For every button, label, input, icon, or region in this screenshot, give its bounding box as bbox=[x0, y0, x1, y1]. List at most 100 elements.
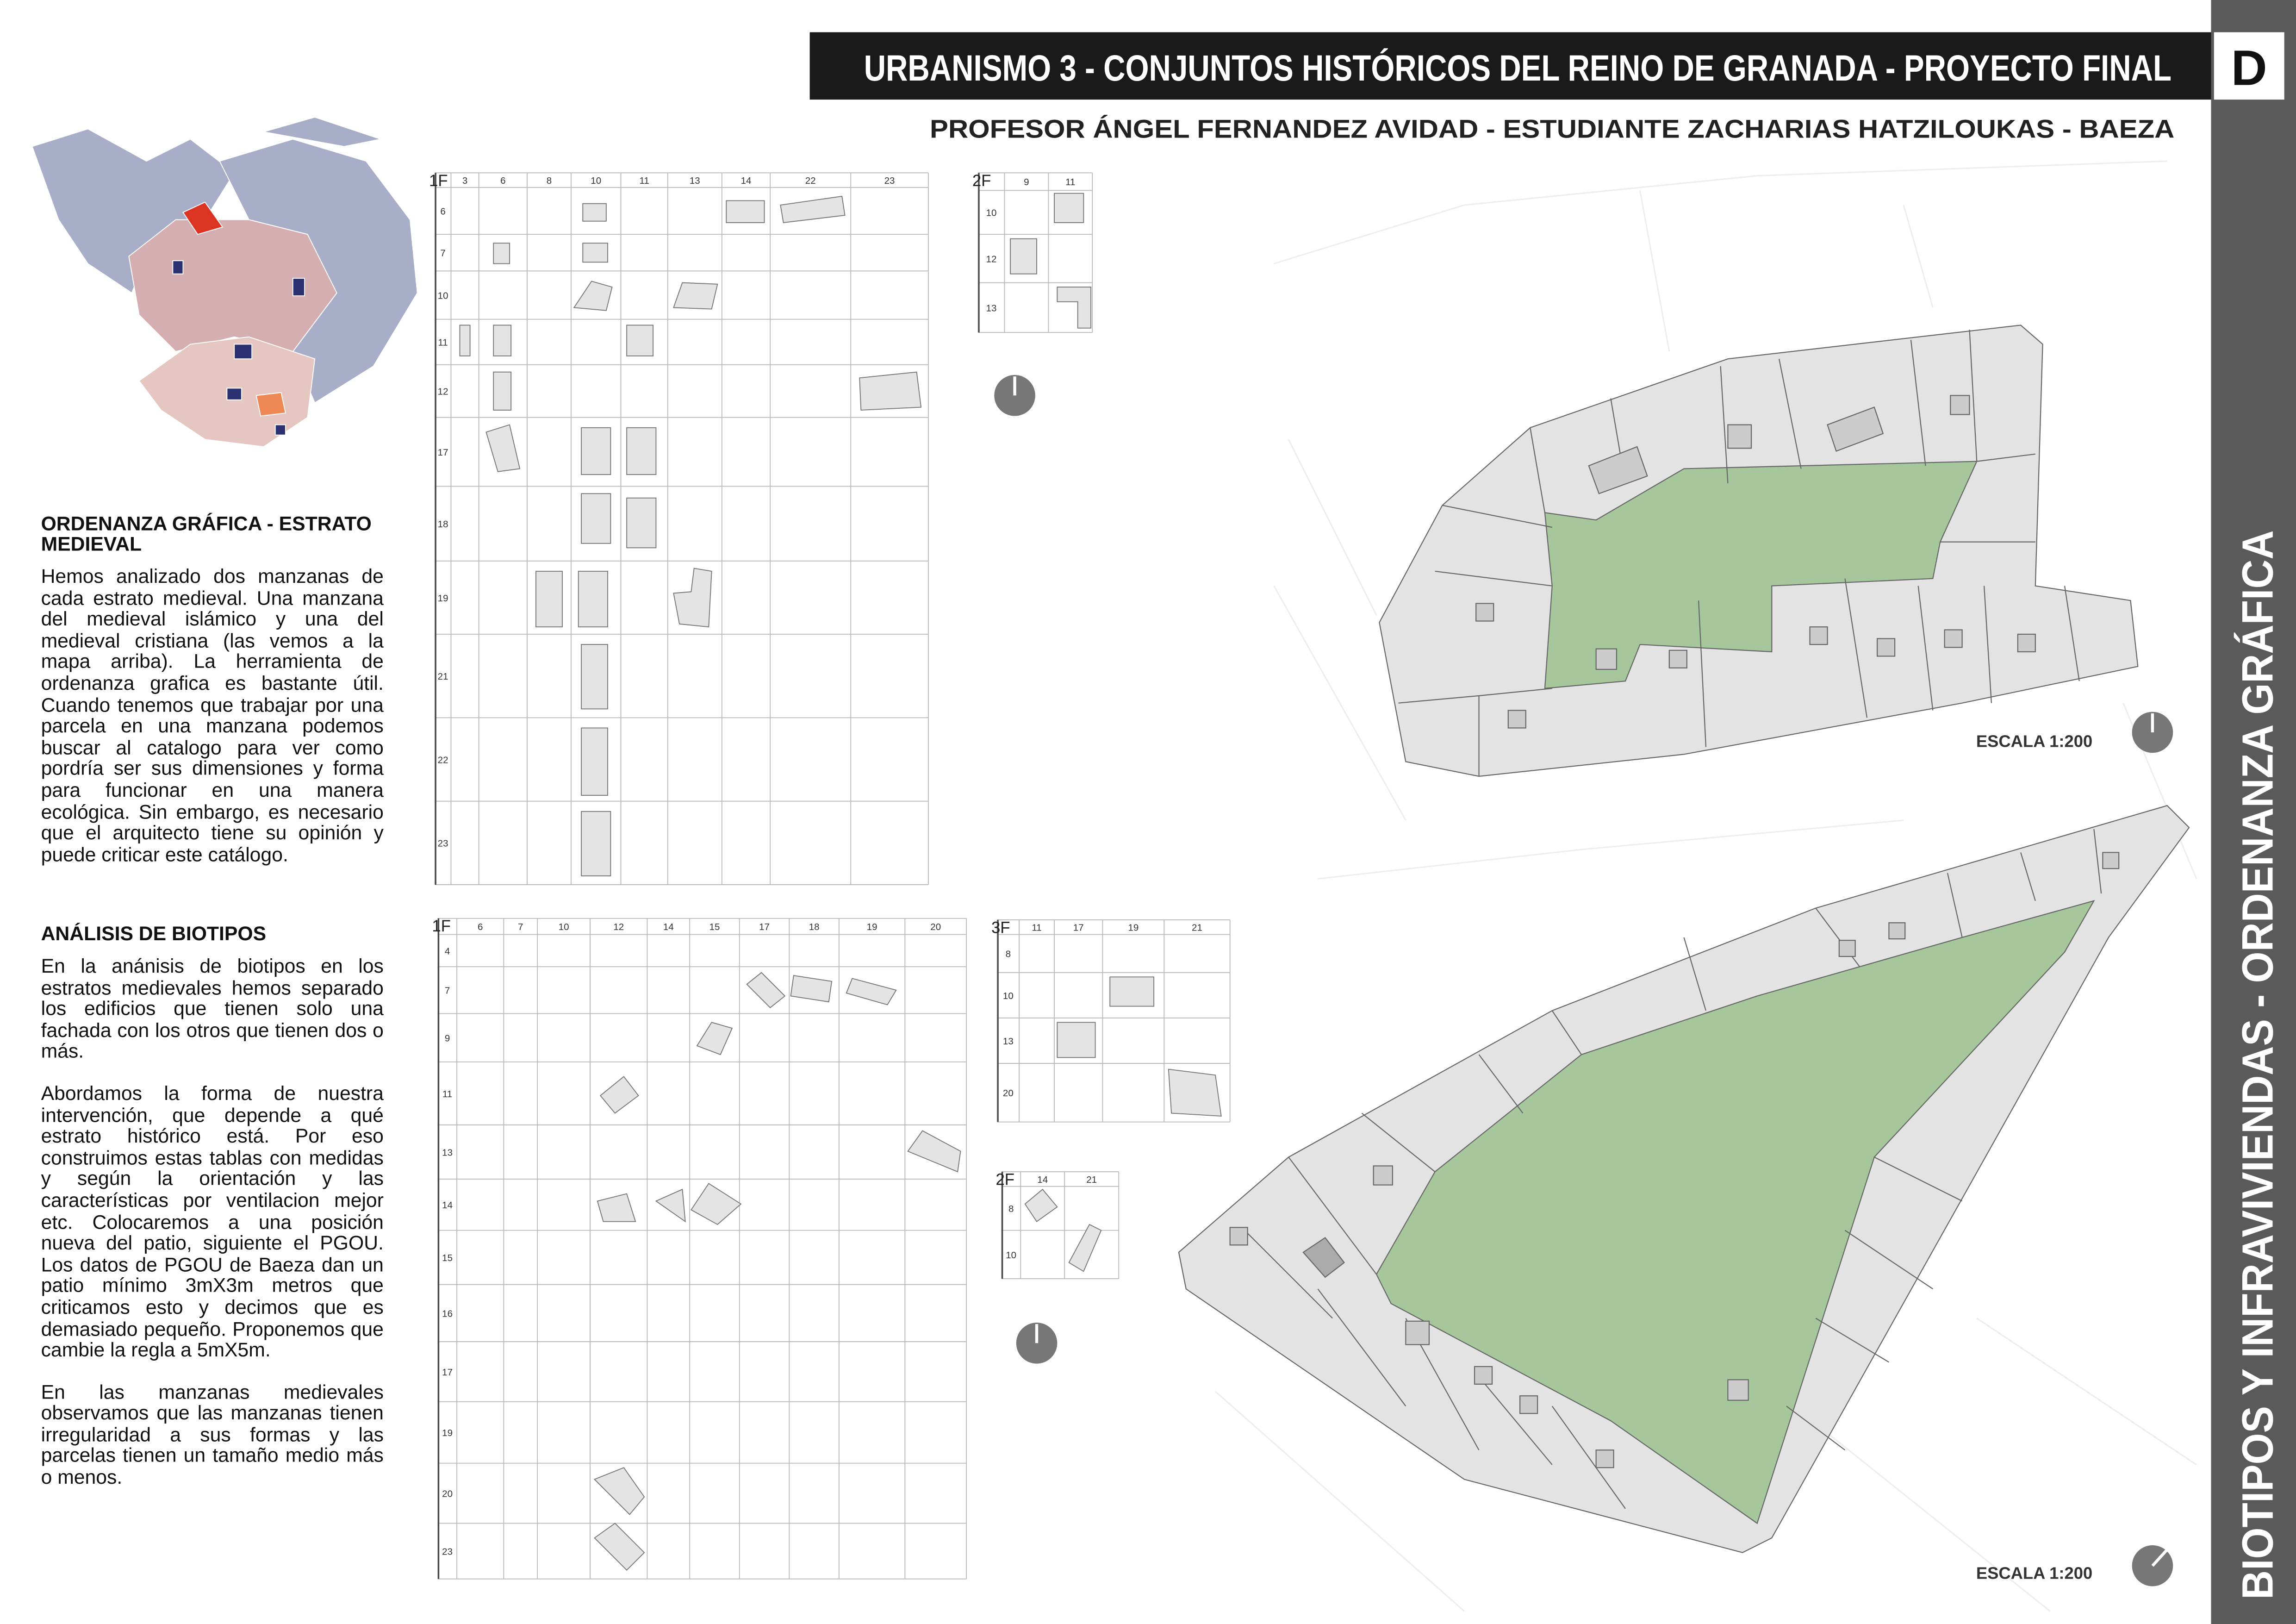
column-label: 19 bbox=[867, 922, 877, 932]
column-label: 14 bbox=[1037, 1174, 1048, 1185]
row-label: 20 bbox=[442, 1489, 453, 1499]
column-label: 3 bbox=[462, 175, 467, 186]
row-label: 19 bbox=[442, 1428, 453, 1438]
plot bbox=[907, 1130, 961, 1173]
plot bbox=[535, 570, 563, 628]
plot bbox=[746, 972, 786, 1009]
title: URBANISMO 3 - CONJUNTOS HISTÓRICOS DEL R… bbox=[864, 47, 2172, 88]
plot bbox=[780, 195, 846, 223]
row-label: 13 bbox=[1003, 1036, 1014, 1047]
patio bbox=[1809, 626, 1828, 645]
plot bbox=[846, 978, 897, 1006]
plot bbox=[573, 281, 613, 311]
row-label: 13 bbox=[442, 1147, 453, 1158]
parcel-lines bbox=[1244, 829, 2102, 1509]
plot bbox=[1054, 193, 1084, 223]
column-label: 10 bbox=[591, 175, 601, 186]
patio bbox=[1373, 1165, 1393, 1186]
map-building bbox=[226, 387, 242, 400]
patio bbox=[2017, 633, 2036, 653]
plot bbox=[626, 497, 657, 549]
paragraph: Abordamos la forma de nuestra intervenci… bbox=[41, 1082, 384, 1361]
patio bbox=[1668, 650, 1687, 668]
patio bbox=[1888, 922, 1906, 940]
text-section: ANÁLISIS DE BIOTIPOS En la anánisis de b… bbox=[41, 924, 384, 1509]
column-label: 23 bbox=[884, 175, 895, 186]
courtyard bbox=[1375, 900, 2095, 1524]
row-label: 11 bbox=[438, 337, 448, 348]
column-label: 6 bbox=[500, 175, 505, 186]
row-label: 18 bbox=[438, 519, 448, 530]
paragraph: En las manzanas medievales observamos qu… bbox=[41, 1380, 384, 1488]
column-label: 14 bbox=[663, 922, 674, 932]
row-label: 10 bbox=[438, 290, 448, 301]
column-label: 8 bbox=[547, 175, 552, 186]
north-arrow bbox=[2132, 712, 2173, 753]
column-label: 11 bbox=[639, 175, 649, 186]
column-label: 21 bbox=[1086, 1174, 1097, 1185]
row-label: 22 bbox=[438, 755, 448, 765]
table-label: 2F bbox=[996, 1171, 1014, 1189]
patio bbox=[1588, 446, 1648, 494]
column-label: 11 bbox=[1065, 177, 1075, 187]
row-label: 11 bbox=[442, 1089, 452, 1099]
row-label: 17 bbox=[438, 447, 448, 458]
city-map bbox=[31, 117, 418, 447]
plot bbox=[593, 1467, 645, 1515]
plot bbox=[626, 325, 654, 356]
row-label: 12 bbox=[438, 387, 448, 397]
patio bbox=[1595, 1449, 1614, 1468]
row-label: 17 bbox=[442, 1367, 453, 1378]
table-label: 3F bbox=[991, 918, 1010, 937]
patios bbox=[1475, 395, 2036, 729]
patio bbox=[1944, 629, 1963, 648]
plot bbox=[581, 427, 611, 475]
side-bar bbox=[2211, 0, 2296, 1624]
plot bbox=[859, 371, 922, 411]
plot bbox=[726, 200, 765, 223]
paragraph: Hemos analizado dos manzanas de cada est… bbox=[41, 565, 384, 865]
plot bbox=[1057, 1022, 1096, 1058]
plot bbox=[1057, 287, 1092, 329]
column-label: 15 bbox=[709, 922, 720, 932]
row-label: 14 bbox=[442, 1200, 453, 1211]
row-label: 23 bbox=[442, 1546, 453, 1557]
map-zone-christian bbox=[128, 219, 337, 352]
plot bbox=[493, 325, 512, 356]
patio bbox=[1519, 1395, 1538, 1414]
streets bbox=[1214, 160, 2197, 1612]
patio bbox=[1727, 424, 1752, 449]
map-building bbox=[292, 278, 305, 297]
plot bbox=[691, 1183, 742, 1225]
section-heading: ANÁLISIS DE BIOTIPOS bbox=[41, 923, 267, 945]
column-label: 13 bbox=[690, 175, 700, 186]
row-label: 8 bbox=[1008, 1204, 1014, 1214]
map-building bbox=[274, 424, 286, 436]
patio bbox=[1507, 710, 1526, 729]
plot bbox=[597, 1193, 636, 1222]
plot bbox=[673, 282, 718, 310]
plot bbox=[1068, 1224, 1102, 1272]
row-label: 13 bbox=[986, 303, 997, 313]
patio bbox=[1838, 940, 1856, 957]
patio bbox=[1727, 1379, 1749, 1401]
row-label: 8 bbox=[1006, 949, 1011, 960]
patio bbox=[1475, 603, 1494, 622]
plan-block-2 bbox=[1178, 805, 2190, 1553]
plot bbox=[581, 493, 611, 544]
subtitle: PROFESOR ÁNGEL FERNANDEZ AVIDAD - ESTUDI… bbox=[930, 114, 2174, 143]
row-label: 12 bbox=[986, 254, 997, 264]
patio bbox=[1595, 648, 1618, 670]
plot bbox=[493, 243, 510, 264]
street-background bbox=[1214, 160, 2197, 1612]
section-heading: ORDENANZA GRÁFICA - ESTRATO MEDIEVAL bbox=[41, 512, 372, 556]
plot bbox=[459, 325, 471, 356]
north-arrow bbox=[1016, 1323, 1058, 1364]
plot bbox=[1024, 1188, 1058, 1223]
column-label: 11 bbox=[1032, 923, 1041, 933]
plot bbox=[581, 811, 611, 876]
column-label: 7 bbox=[518, 922, 523, 932]
